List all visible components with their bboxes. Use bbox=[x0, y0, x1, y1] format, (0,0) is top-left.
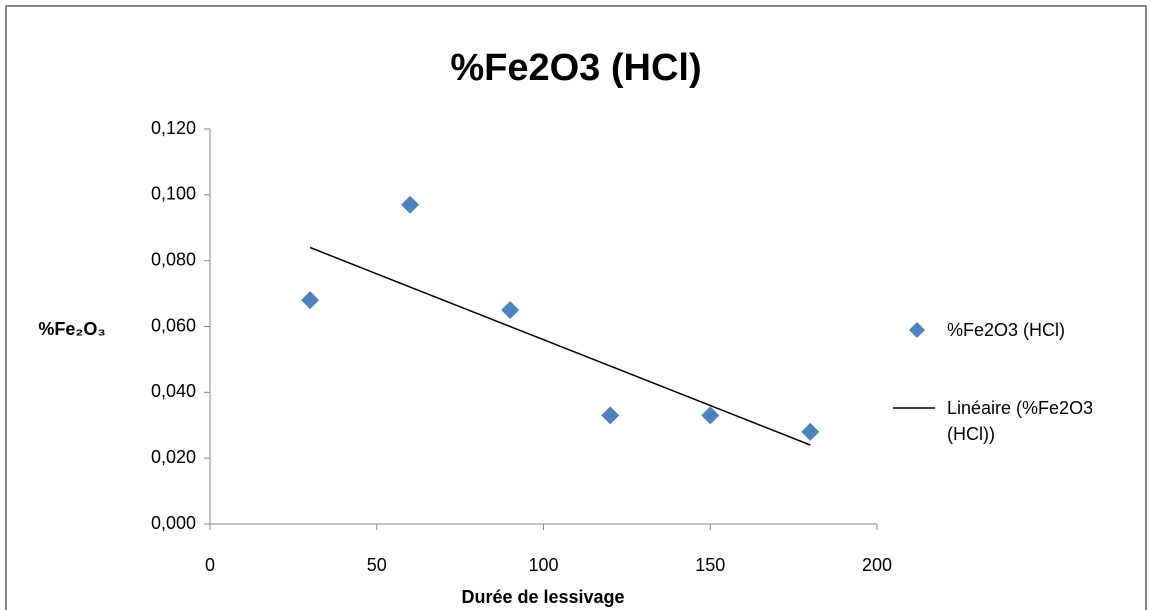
x-tick-label: 50 bbox=[367, 555, 387, 575]
x-tick-label: 0 bbox=[205, 555, 215, 575]
y-tick-label: 0,040 bbox=[151, 381, 196, 401]
legend-label: %Fe2O3 (HCl) bbox=[947, 320, 1066, 340]
y-tick-label: 0,020 bbox=[151, 447, 196, 467]
data-point bbox=[401, 195, 420, 214]
data-point bbox=[801, 422, 820, 441]
y-tick-label: 0,000 bbox=[151, 513, 196, 533]
data-point bbox=[701, 406, 720, 425]
data-point bbox=[301, 291, 320, 310]
legend-swatch bbox=[909, 322, 925, 338]
chart-title: %Fe2O3 (HCl) bbox=[450, 47, 701, 89]
y-tick-label: 0,060 bbox=[151, 315, 196, 335]
y-tick-label: 0,100 bbox=[151, 184, 196, 204]
chart-border bbox=[5, 5, 1147, 610]
x-tick-label: 200 bbox=[862, 555, 892, 575]
x-tick-label: 150 bbox=[695, 555, 725, 575]
y-tick-label: 0,120 bbox=[151, 118, 196, 138]
data-point bbox=[601, 406, 620, 425]
data-point bbox=[501, 301, 520, 320]
y-axis-title: %Fe₂O₃ bbox=[38, 319, 105, 339]
y-tick-label: 0,080 bbox=[151, 249, 196, 269]
x-axis-title: Durée de lessivage bbox=[461, 587, 624, 607]
trend-line bbox=[309, 246, 811, 446]
legend-label: Linéaire (%Fe2O3 (HCl)) bbox=[947, 398, 1094, 444]
x-tick-label: 100 bbox=[528, 555, 558, 575]
